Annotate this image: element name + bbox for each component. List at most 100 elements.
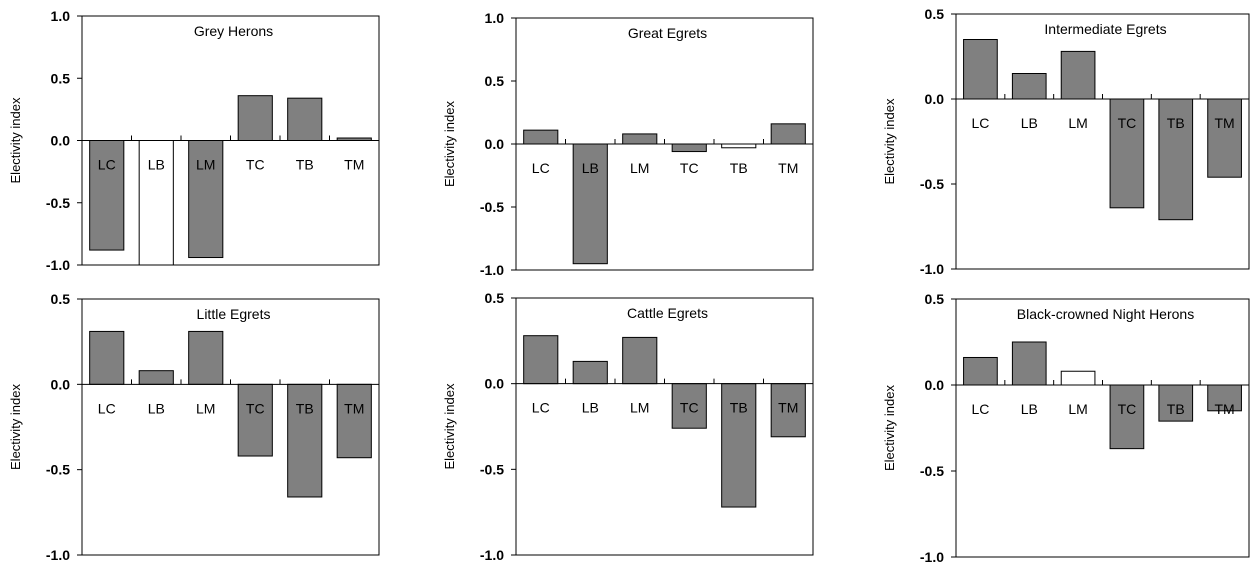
bar-lm (188, 140, 224, 259)
category-label: LC (98, 400, 116, 416)
bar-lb (1011, 73, 1047, 100)
category-label: LB (148, 400, 165, 416)
category-label: TM (778, 160, 798, 176)
category-label: TB (1167, 401, 1185, 417)
y-tick-label: 0.5 (925, 6, 945, 22)
bar-lm (1060, 370, 1096, 386)
category-label: TC (680, 400, 699, 416)
plot-frame (81, 298, 380, 556)
category-label: TC (246, 157, 265, 173)
y-tick-label: 0.0 (51, 133, 71, 149)
y-tick-label: -0.5 (46, 462, 70, 478)
y-tick-label: 0.5 (485, 73, 505, 89)
bar-tc (671, 143, 707, 153)
category-label: TC (246, 400, 265, 416)
category-label: TM (344, 157, 364, 173)
chart-title: Grey Herons (194, 23, 273, 39)
bar-tc (671, 383, 707, 429)
category-label: TB (730, 400, 748, 416)
y-tick-label: -0.5 (480, 461, 504, 477)
bar-tc (1109, 98, 1145, 209)
y-tick-label: 0.0 (485, 136, 505, 152)
plot-frame (515, 297, 814, 556)
category-label: TB (296, 400, 314, 416)
bar-tb (287, 97, 323, 141)
y-axis-label: Electivity index (8, 97, 23, 183)
y-tick-label: 1.0 (485, 10, 505, 26)
bar-lc (523, 129, 559, 145)
bar-lc (963, 356, 998, 386)
category-label: LM (630, 400, 649, 416)
y-tick-label: -0.5 (46, 195, 70, 211)
chart-title: Great Egrets (628, 25, 707, 41)
chart-title: Black-crowned Night Herons (1017, 306, 1194, 322)
bar-tc (237, 383, 273, 457)
bar-lb (572, 360, 608, 385)
category-label: TC (680, 160, 699, 176)
y-tick-label: 1.0 (51, 8, 71, 24)
category-label: LC (98, 157, 116, 173)
y-tick-label: -1.0 (480, 262, 504, 278)
category-label: TC (1118, 115, 1137, 131)
bar-lb (138, 370, 174, 385)
y-tick-label: 0.5 (51, 70, 71, 86)
y-tick-label: -1.0 (480, 547, 504, 563)
category-label: LM (630, 160, 649, 176)
y-axis-label: Electivity index (442, 101, 457, 187)
bar-lb (1011, 341, 1047, 386)
bar-lm (622, 336, 658, 385)
chart-title: Cattle Egrets (627, 305, 708, 321)
bar-lb (572, 143, 608, 265)
category-label: LC (971, 401, 989, 417)
category-label: LM (196, 400, 215, 416)
y-tick-label: -0.5 (920, 176, 944, 192)
category-label: TM (1214, 401, 1234, 417)
bar-tb (721, 143, 757, 149)
category-label: LC (532, 400, 550, 416)
category-label: LC (971, 115, 989, 131)
y-tick-label: 0.5 (925, 291, 945, 307)
bar-lm (188, 330, 224, 385)
y-tick-label: -1.0 (920, 549, 944, 565)
bar-lc (89, 330, 125, 385)
bar-lm (622, 133, 658, 145)
y-tick-label: -1.0 (920, 261, 944, 277)
plot-frame (955, 298, 1250, 558)
y-tick-label: -1.0 (46, 257, 70, 273)
bar-tb (1158, 98, 1194, 221)
category-label: LB (1021, 115, 1038, 131)
bar-tm (1207, 384, 1242, 412)
bar-tc (1109, 384, 1145, 450)
category-label: LM (1068, 401, 1087, 417)
y-axis-label: Electivity index (442, 383, 457, 469)
category-label: LB (1021, 401, 1038, 417)
bar-lc (963, 39, 998, 100)
chart-title: Intermediate Egrets (1044, 21, 1166, 37)
y-axis-label: Electivity index (882, 385, 897, 471)
category-label: LB (148, 157, 165, 173)
category-label: TM (778, 400, 798, 416)
y-tick-label: -0.5 (920, 463, 944, 479)
category-label: LB (582, 400, 599, 416)
category-label: TM (1214, 115, 1234, 131)
y-tick-label: 0.0 (925, 377, 945, 393)
category-label: TM (344, 400, 364, 416)
bar-lm (1060, 50, 1096, 100)
y-tick-label: 0.0 (925, 91, 945, 107)
category-label: TB (296, 157, 314, 173)
bar-tm (336, 383, 372, 459)
bar-tc (237, 95, 273, 141)
category-label: TB (730, 160, 748, 176)
y-tick-label: 0.5 (51, 291, 71, 307)
y-tick-label: 0.5 (485, 290, 505, 306)
y-tick-label: -1.0 (46, 547, 70, 563)
category-label: TB (1167, 115, 1185, 131)
bar-lb (138, 140, 174, 266)
y-axis-label: Electivity index (882, 98, 897, 184)
y-tick-label: -0.5 (480, 199, 504, 215)
category-label: LC (532, 160, 550, 176)
category-label: LM (196, 157, 215, 173)
bar-tm (770, 123, 806, 145)
